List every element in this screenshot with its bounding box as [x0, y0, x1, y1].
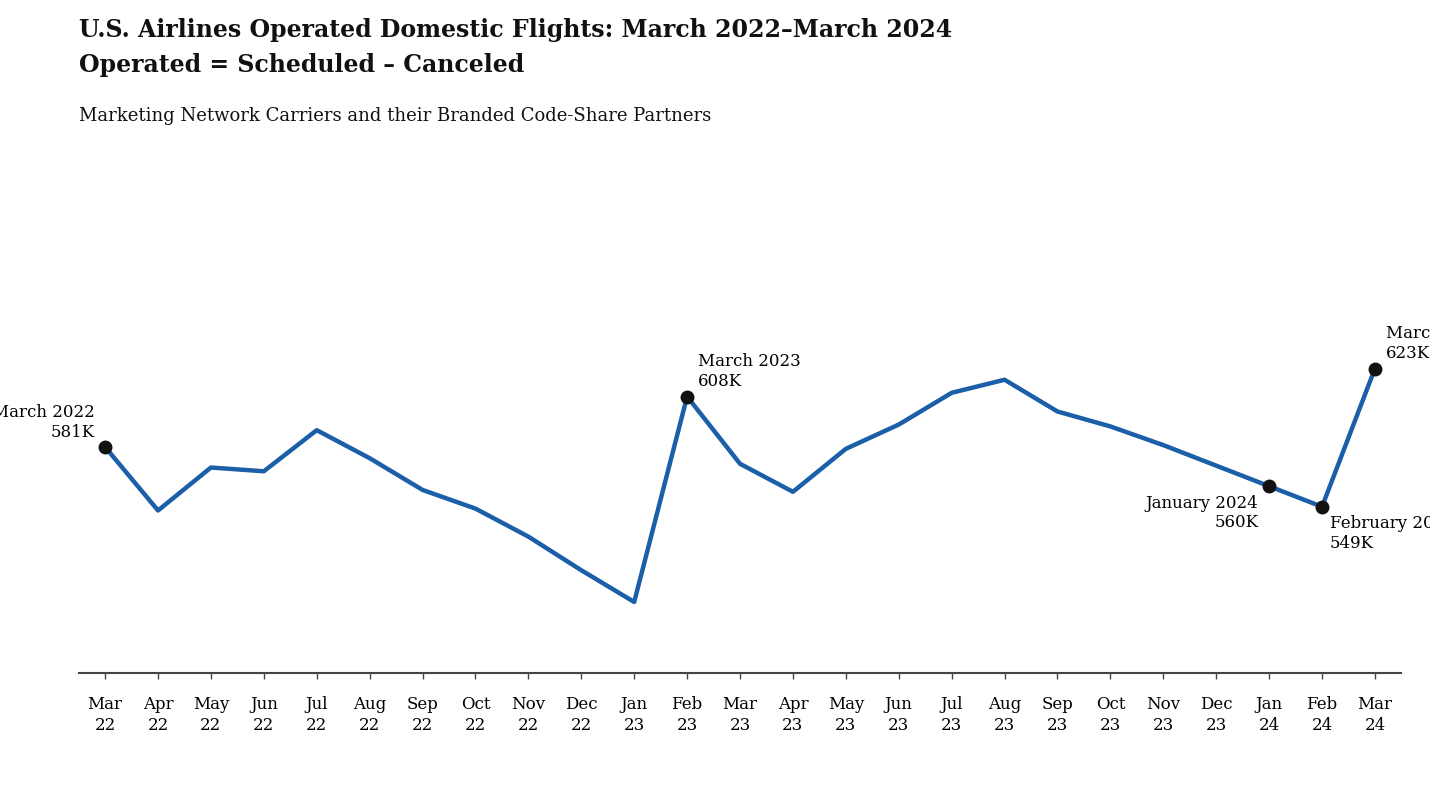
- Text: Jul: Jul: [941, 696, 962, 713]
- Text: Jun: Jun: [250, 696, 277, 713]
- Text: January 2024
560K: January 2024 560K: [1145, 494, 1258, 530]
- Text: Sep: Sep: [406, 696, 439, 713]
- Text: Aug: Aug: [353, 696, 386, 713]
- Text: 23: 23: [1047, 716, 1068, 733]
- Text: Apr: Apr: [778, 696, 808, 713]
- Text: Oct: Oct: [1095, 696, 1125, 713]
- Text: March 2024
623K: March 2024 623K: [1386, 325, 1430, 362]
- Text: 24: 24: [1364, 716, 1386, 733]
- Text: 23: 23: [676, 716, 698, 733]
- Text: 23: 23: [1153, 716, 1174, 733]
- Text: 22: 22: [518, 716, 539, 733]
- Text: Dec: Dec: [565, 696, 598, 713]
- Text: 22: 22: [412, 716, 433, 733]
- Text: Jun: Jun: [885, 696, 912, 713]
- Text: 23: 23: [623, 716, 645, 733]
- Text: 23: 23: [994, 716, 1015, 733]
- Text: Marketing Network Carriers and their Branded Code-Share Partners: Marketing Network Carriers and their Bra…: [79, 107, 711, 125]
- Text: 22: 22: [306, 716, 327, 733]
- Text: 23: 23: [835, 716, 857, 733]
- Text: Jul: Jul: [306, 696, 327, 713]
- Text: 23: 23: [729, 716, 751, 733]
- Text: 23: 23: [1205, 716, 1227, 733]
- Text: 22: 22: [465, 716, 486, 733]
- Text: 22: 22: [94, 716, 116, 733]
- Text: Sep: Sep: [1041, 696, 1074, 713]
- Text: Mar: Mar: [87, 696, 123, 713]
- Text: Nov: Nov: [512, 696, 545, 713]
- Text: 23: 23: [941, 716, 962, 733]
- Text: May: May: [193, 696, 229, 713]
- Text: 22: 22: [147, 716, 169, 733]
- Text: 22: 22: [571, 716, 592, 733]
- Text: 22: 22: [253, 716, 275, 733]
- Text: March 2022
581K: March 2022 581K: [0, 403, 94, 440]
- Text: 22: 22: [200, 716, 222, 733]
- Text: 23: 23: [782, 716, 804, 733]
- Text: Jan: Jan: [1256, 696, 1283, 713]
- Text: Feb: Feb: [672, 696, 702, 713]
- Text: 23: 23: [888, 716, 909, 733]
- Text: Apr: Apr: [143, 696, 173, 713]
- Text: 24: 24: [1258, 716, 1280, 733]
- Text: Operated = Scheduled – Canceled: Operated = Scheduled – Canceled: [79, 53, 523, 77]
- Text: U.S. Airlines Operated Domestic Flights: March 2022–March 2024: U.S. Airlines Operated Domestic Flights:…: [79, 18, 952, 42]
- Text: Mar: Mar: [1357, 696, 1393, 713]
- Text: Jan: Jan: [621, 696, 648, 713]
- Text: 22: 22: [359, 716, 380, 733]
- Text: February 2024
549K: February 2024 549K: [1330, 515, 1430, 551]
- Text: 24: 24: [1311, 716, 1333, 733]
- Text: May: May: [828, 696, 864, 713]
- Text: 23: 23: [1100, 716, 1121, 733]
- Text: Mar: Mar: [722, 696, 758, 713]
- Text: Oct: Oct: [460, 696, 490, 713]
- Text: Aug: Aug: [988, 696, 1021, 713]
- Text: Feb: Feb: [1307, 696, 1337, 713]
- Text: Nov: Nov: [1147, 696, 1180, 713]
- Text: March 2023
608K: March 2023 608K: [698, 353, 801, 389]
- Text: Dec: Dec: [1200, 696, 1233, 713]
